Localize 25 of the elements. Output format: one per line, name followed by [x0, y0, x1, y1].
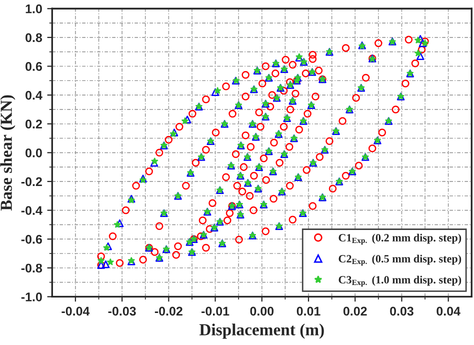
x-tick-label: 0.01 [296, 306, 320, 316]
y-axis-title: Base shear (KN) [0, 95, 16, 211]
x-tick-label: -0.03 [108, 306, 136, 316]
x-tick-label: -0.02 [154, 306, 182, 316]
x-tick-label: 0.03 [390, 306, 414, 316]
y-tick-label: 0.0 [26, 148, 42, 158]
legend-label: C1$_{Exp.}$ (0.2 mm disp. step) [338, 234, 462, 245]
y-tick-label: 0.8 [26, 33, 42, 42]
y-tick-label: -0.8 [21, 264, 42, 273]
y-tick-label: -0.4 [21, 206, 42, 215]
x-axis-title: Displacement (m) [199, 324, 324, 339]
x-tick-label: 0.02 [343, 306, 367, 316]
y-tick-label: -1.0 [21, 292, 42, 302]
y-tick-label: 1.0 [26, 4, 42, 14]
y-tick-label: 0.6 [26, 62, 42, 71]
x-tick-label: 0.00 [250, 306, 274, 316]
y-tick-label: 0.2 [26, 120, 42, 129]
legend-label: C2$_{Exp.}$ (0.5 mm disp. step) [338, 254, 462, 266]
y-tick-label: -0.6 [21, 234, 42, 244]
y-tick-label: 0.4 [26, 90, 42, 100]
legend-label: C3$_{Exp.}$ (1.0 mm disp. step) [338, 276, 462, 287]
x-tick-label: -0.01 [202, 306, 230, 316]
x-tick-label: -0.04 [62, 306, 90, 316]
x-tick-label: 0.04 [436, 306, 460, 316]
y-tick-label: -0.2 [21, 177, 42, 186]
